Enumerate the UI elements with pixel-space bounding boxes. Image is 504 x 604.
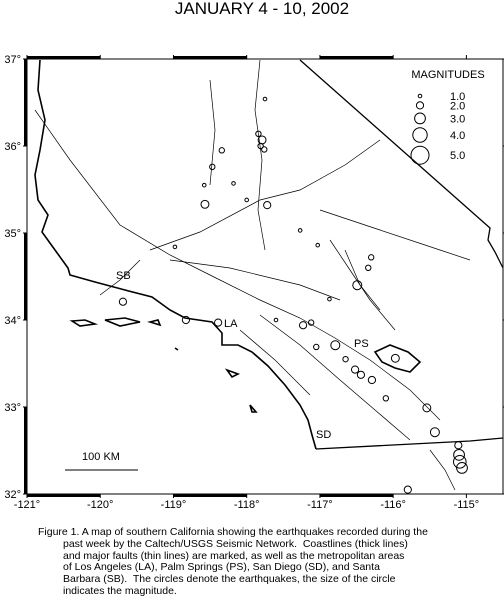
earthquake (382, 395, 390, 402)
earthquake (244, 197, 249, 203)
legend-label: 5.0 (450, 150, 465, 162)
earthquake (261, 146, 268, 153)
earthquake (313, 343, 320, 351)
earthquake (231, 181, 236, 186)
earthquake (352, 280, 363, 291)
earthquake (367, 375, 377, 385)
earthquake (403, 485, 412, 494)
earthquake (452, 455, 467, 469)
frame-bar (173, 494, 247, 497)
earthquake (429, 427, 440, 438)
place-labels: SB LA PS SD (116, 270, 369, 441)
x-tick-label: -120° (87, 499, 113, 511)
legend-symbol (415, 101, 425, 110)
legend-label: 3.0 (450, 113, 465, 125)
caption-line: indicates the magnitude. (63, 584, 177, 597)
legend-symbol (414, 112, 426, 125)
earthquake (422, 403, 432, 413)
x-tick-label: -115° (454, 499, 480, 511)
frame-bar (173, 56, 247, 59)
place-label: LA (224, 318, 238, 330)
earthquake (330, 340, 341, 351)
frame-bar (319, 56, 394, 59)
earthquake (297, 228, 303, 233)
legend-label: 1.0 (450, 91, 465, 103)
place-label: SB (116, 270, 131, 282)
faults (34, 59, 471, 491)
legend-symbol (412, 127, 428, 143)
earthquake (255, 130, 262, 138)
x-tick-label: -116° (380, 499, 406, 511)
y-tick-label: 34° (4, 315, 21, 327)
earthquake (200, 199, 210, 209)
earthquake (298, 321, 308, 330)
caption-line: past week by the Caltech/USGS Seismic Ne… (63, 537, 408, 550)
legend-symbol (410, 145, 430, 165)
earthquake (263, 201, 272, 210)
y-tick-label: 33° (4, 402, 21, 414)
earthquake (342, 355, 349, 363)
scale-label: 100 KM (82, 451, 120, 463)
earthquake (218, 147, 225, 154)
caption-line: Figure 1. A map of southern California s… (38, 526, 428, 538)
y-tick-label: 36° (4, 141, 21, 153)
earthquake (356, 370, 366, 379)
x-tick-label: -117° (307, 499, 333, 511)
earthquake (181, 315, 191, 325)
earthquake (454, 441, 463, 450)
frame-bar (24, 233, 27, 320)
y-tick-label: 32° (4, 489, 21, 501)
frame-bar (319, 494, 394, 497)
earthquake (315, 242, 321, 248)
earthquake (273, 317, 279, 323)
earthquake (456, 462, 468, 474)
caption-line: and major faults (thin lines) are marked… (63, 549, 405, 562)
caption: Figure 1. A map of southern California s… (38, 526, 498, 598)
earthquake (390, 353, 400, 363)
earthquake (350, 365, 360, 374)
legend-title: MAGNITUDES (411, 69, 484, 81)
earthquake (367, 254, 375, 261)
place-label: SD (316, 429, 331, 441)
earthquake (257, 142, 264, 150)
legend-label: 2.0 (450, 100, 465, 112)
earthquake (172, 244, 178, 250)
earthquake (214, 318, 223, 327)
x-tick-label: -118° (234, 499, 260, 511)
caption-line: Barbara (SB). The circles denote the ear… (63, 573, 396, 586)
state-borders (299, 59, 504, 450)
earthquake (209, 163, 216, 171)
legend-symbol (417, 93, 423, 99)
earthquake (327, 296, 332, 302)
y-tick-label: 37° (4, 54, 21, 66)
x-tick-label: -121° (14, 499, 40, 511)
coastlines (34, 59, 422, 450)
title: JANUARY 4 - 10, 2002 (175, 0, 349, 18)
earthquake (365, 264, 372, 271)
frame-bar (27, 494, 101, 497)
caption-line: of Los Angeles (LA), Palm Springs (PS), … (63, 561, 380, 574)
frame-bar (27, 56, 101, 59)
y-tick-label: 35° (4, 228, 21, 240)
earthquake (307, 319, 315, 326)
frame-bar (24, 407, 27, 494)
legend-label: 4.0 (450, 130, 465, 142)
x-tick-label: -119° (161, 499, 187, 511)
earthquake (118, 297, 128, 306)
earthquake (262, 96, 268, 102)
place-label: PS (354, 338, 369, 350)
frame-bar (24, 59, 27, 146)
earthquake (453, 448, 465, 461)
earthquake (201, 182, 207, 188)
